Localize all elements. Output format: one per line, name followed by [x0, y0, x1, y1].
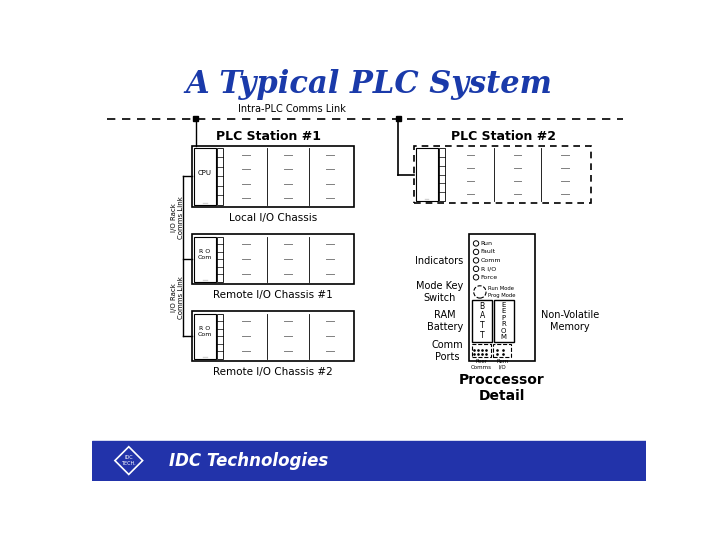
Text: I/O Rack
Comms Link: I/O Rack Comms Link — [171, 276, 184, 319]
Text: PLC Station #2: PLC Station #2 — [451, 130, 557, 143]
Bar — [414, 146, 590, 204]
Bar — [469, 234, 534, 361]
Bar — [493, 345, 511, 357]
Text: B
A
T
T: B A T T — [480, 302, 485, 340]
Text: Remote I/O Chassis #1: Remote I/O Chassis #1 — [213, 291, 333, 300]
Text: R O
Com: R O Com — [198, 326, 212, 336]
Text: Fault: Fault — [481, 249, 496, 254]
Text: Mode Key
Switch: Mode Key Switch — [415, 281, 463, 303]
Bar — [192, 146, 354, 207]
Text: Run Mode: Run Mode — [487, 286, 513, 291]
Text: R O
Com: R O Com — [198, 249, 212, 260]
Text: Force: Force — [481, 275, 498, 280]
Text: Prog Mode: Prog Mode — [487, 293, 515, 298]
Bar — [192, 234, 354, 284]
Text: A Typical PLC System: A Typical PLC System — [186, 69, 552, 99]
Text: IDC Technologies: IDC Technologies — [168, 451, 328, 470]
Text: Indicators: Indicators — [415, 256, 463, 266]
Text: CPU: CPU — [198, 171, 212, 177]
Text: PLC Station #1: PLC Station #1 — [217, 130, 321, 143]
Bar — [217, 314, 223, 359]
Bar — [92, 441, 647, 481]
Text: Remote I/O Chassis #2: Remote I/O Chassis #2 — [213, 367, 333, 377]
Bar — [194, 237, 216, 282]
Text: E
E
P
R
O
M: E E P R O M — [500, 301, 507, 340]
Text: Non-Volatile
Memory: Non-Volatile Memory — [541, 310, 599, 332]
Bar — [217, 237, 223, 282]
Text: I/O Rack
Comms Link: I/O Rack Comms Link — [171, 197, 184, 239]
Text: Proccessor
Detail: Proccessor Detail — [459, 373, 545, 403]
Text: Local I/O Chassis: Local I/O Chassis — [229, 213, 317, 224]
Bar — [192, 311, 354, 361]
Bar — [472, 345, 490, 357]
Bar — [472, 300, 492, 342]
Text: Run: Run — [481, 241, 492, 246]
Text: IDC
TECH.: IDC TECH. — [122, 455, 136, 466]
Bar — [193, 116, 199, 122]
Bar — [194, 148, 216, 205]
Bar — [194, 314, 216, 359]
Bar — [494, 300, 514, 342]
Text: Peer
Comms: Peer Comms — [471, 359, 492, 370]
Text: Comm
Ports: Comm Ports — [431, 340, 463, 362]
Bar — [416, 148, 438, 201]
Text: R I/O: R I/O — [481, 266, 496, 271]
Text: Intra-PLC Comms Link: Intra-PLC Comms Link — [238, 104, 346, 114]
Text: Comm: Comm — [481, 258, 501, 263]
Text: Rem
I/O: Rem I/O — [496, 359, 508, 370]
Bar — [439, 148, 445, 201]
Bar — [217, 148, 223, 205]
Bar — [395, 116, 401, 122]
Text: RAM
Battery: RAM Battery — [427, 310, 463, 332]
